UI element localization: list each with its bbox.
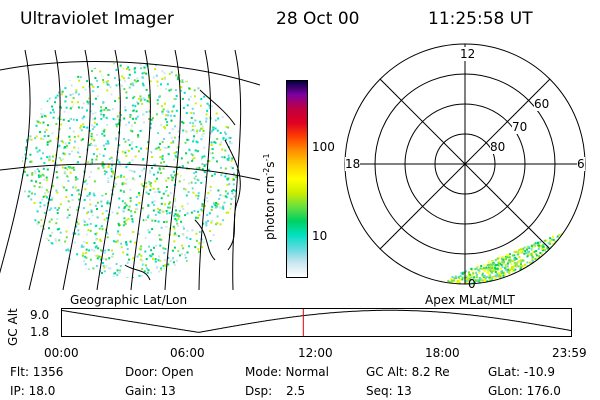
mode-value: Mode: Normal xyxy=(245,365,329,379)
sequence-number: Seq: 13 xyxy=(366,384,412,398)
lat-label-80: 80 xyxy=(490,140,506,154)
gain-value: Gain: 13 xyxy=(125,384,176,398)
ip-value: IP: 18.0 xyxy=(10,384,56,398)
colorbar-unit-label: photon cm-2s-1 xyxy=(262,153,277,240)
color-bar xyxy=(286,80,308,278)
timeline-ylabel: GC Alt xyxy=(6,308,20,346)
timeline-xtick-1800: 18:00 xyxy=(425,346,460,360)
lat-label-60: 60 xyxy=(534,97,550,111)
polar-plot xyxy=(344,43,586,285)
timeline-xtick-0600: 06:00 xyxy=(170,346,205,360)
timeline-xtick-1200: 12:00 xyxy=(298,346,333,360)
mlt-label-12: 12 xyxy=(460,47,476,61)
geographic-label: Geographic Lat/Lon xyxy=(70,293,188,307)
mlt-label-0: 0 xyxy=(468,277,476,291)
instrument-title: Ultraviolet Imager xyxy=(20,9,174,29)
dsp-value: 2.5 xyxy=(286,384,306,398)
geographic-longitude: GLon: 176.0 xyxy=(488,384,561,398)
observation-date: 28 Oct 00 xyxy=(276,9,360,29)
timeline-ytick-1-8: 1.8 xyxy=(30,325,50,339)
dsp-label: Dsp: xyxy=(245,384,273,398)
mlt-label-6: 6 xyxy=(577,157,585,171)
flight-number: Flt: 1356 xyxy=(10,365,64,379)
observation-time: 11:25:58 UT xyxy=(428,9,533,29)
colorbar-tick-100: 100 xyxy=(312,140,335,154)
timeline-xtick-0000: 00:00 xyxy=(44,346,79,360)
altitude-timeline xyxy=(61,308,572,337)
gc-altitude: GC Alt: 8.2 Re xyxy=(366,365,450,379)
geographic-map xyxy=(0,50,260,290)
colorbar-tick-10: 10 xyxy=(312,229,328,243)
lat-label-70: 70 xyxy=(512,120,528,134)
geographic-latitude: GLat: -10.9 xyxy=(488,365,555,379)
mlt-label-18: 18 xyxy=(345,157,361,171)
polar-label: Apex MLat/MLT xyxy=(425,293,515,307)
timeline-ytick-9: 9.0 xyxy=(30,308,50,322)
door-status: Door: Open xyxy=(125,365,194,379)
timeline-xtick-2359: 23:59 xyxy=(552,346,587,360)
